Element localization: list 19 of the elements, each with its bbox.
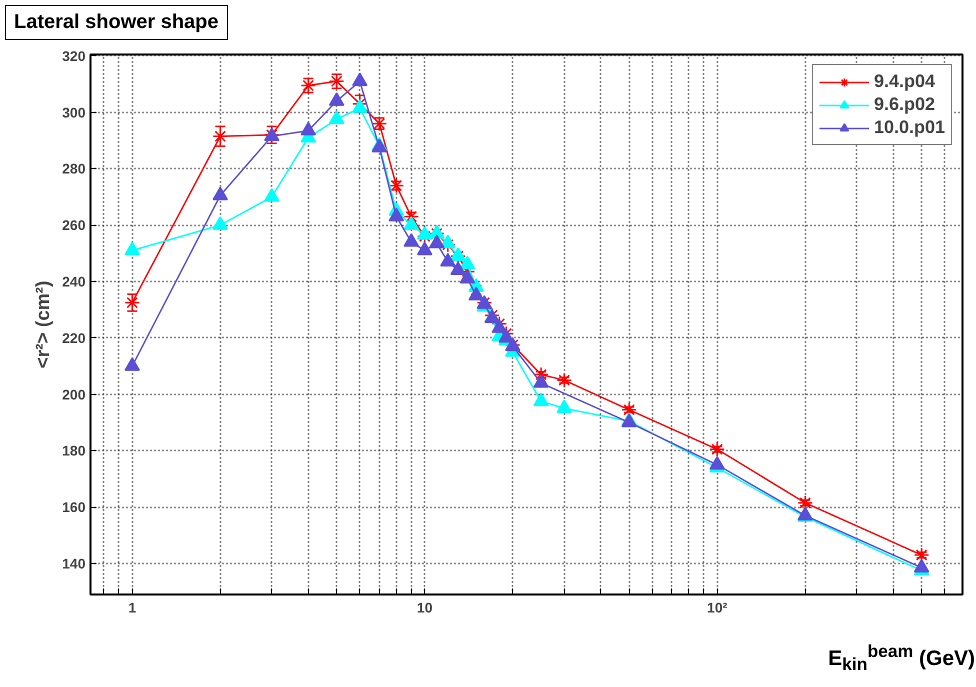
y-tick-label: 280 bbox=[62, 160, 86, 177]
y-tick-label: 240 bbox=[62, 273, 86, 290]
y-tick-label: 220 bbox=[62, 330, 86, 346]
y-axis-title: <r²> (cm²) bbox=[33, 280, 54, 368]
x-tick-label: 10² bbox=[707, 600, 728, 616]
legend-label: 9.6.p02 bbox=[874, 94, 935, 115]
x-tick-label: 1 bbox=[128, 600, 136, 616]
y-tick-label: 200 bbox=[62, 386, 86, 402]
y-tick-label: 140 bbox=[62, 555, 86, 572]
y-tick-label: 260 bbox=[62, 217, 86, 234]
x-tick-label: 10 bbox=[416, 600, 433, 616]
y-tick-label: 300 bbox=[62, 104, 86, 120]
y-tick-label: 180 bbox=[62, 442, 86, 459]
y-tick-label: 160 bbox=[62, 499, 86, 516]
x-axis-title: E$_{kin}$$^{beam}$ (GeV) bbox=[827, 640, 975, 676]
y-tick-label: 320 bbox=[62, 48, 86, 64]
legend-label: 10.0.p01 bbox=[874, 117, 945, 138]
legend-label: 9.4.p04 bbox=[874, 71, 935, 92]
chart-title: Lateral shower shape bbox=[5, 5, 228, 40]
